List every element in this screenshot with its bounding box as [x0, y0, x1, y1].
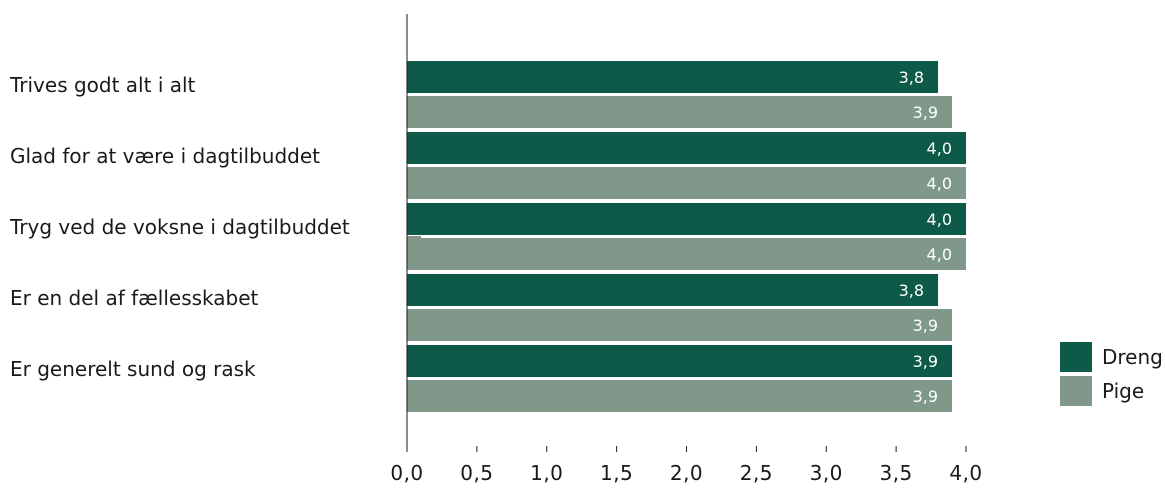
bar-value-label: 3,9 — [913, 316, 938, 335]
category-labels: Trives godt alt i alt Glad for at være i … — [9, 73, 350, 381]
bar-dreng-4 — [407, 345, 953, 377]
legend: Dreng Pige — [1060, 342, 1163, 406]
x-tick-label: 3,0 — [810, 461, 843, 485]
bar-value-label: 3,9 — [913, 103, 938, 122]
x-axis-ticks: 0,0 0,5 1,0 1,5 2,0 2,5 3,0 3,5 4,0 — [390, 446, 982, 485]
x-tick-label: 1,5 — [600, 461, 633, 485]
x-tick-label: 3,5 — [879, 461, 912, 485]
bar-value-label: 3,8 — [899, 68, 924, 87]
bar-pige-2 — [407, 238, 966, 270]
category-label: Er generelt sund og rask — [10, 357, 256, 381]
legend-label: Pige — [1102, 379, 1144, 403]
x-tick-label: 0,0 — [390, 461, 423, 485]
bar-value-label: 4,0 — [927, 139, 952, 158]
category-label: Glad for at være i dagtilbuddet — [10, 144, 320, 168]
category-label: Tryg ved de voksne i dagtilbuddet — [9, 215, 350, 239]
bar-value-label: 3,8 — [899, 281, 924, 300]
legend-swatch-dreng — [1060, 342, 1092, 372]
legend-swatch-pige — [1060, 376, 1092, 406]
bar-pige-1 — [407, 167, 966, 199]
x-tick-label: 2,5 — [740, 461, 773, 485]
x-tick-label: 1,0 — [530, 461, 563, 485]
bar-value-labels: 3,83,94,04,04,04,03,83,93,93,9 — [899, 68, 952, 406]
bar-dreng-0 — [407, 61, 939, 93]
x-tick-label: 0,5 — [460, 461, 493, 485]
x-tick-label: 2,0 — [670, 461, 703, 485]
bar-pige-0 — [407, 96, 953, 128]
bar-value-label: 4,0 — [927, 210, 952, 229]
bar-pige-3 — [407, 309, 953, 341]
category-label: Trives godt alt i alt — [9, 73, 196, 97]
x-tick-label: 4,0 — [949, 461, 982, 485]
bar-dreng-1 — [407, 132, 966, 164]
bar-value-label: 3,9 — [913, 352, 938, 371]
bar-value-label: 4,0 — [927, 245, 952, 264]
bar-dreng-2 — [407, 203, 966, 235]
bar-value-label: 4,0 — [927, 174, 952, 193]
bars — [407, 61, 966, 412]
bar-value-label: 3,9 — [913, 387, 938, 406]
category-label: Er en del af fællesskabet — [10, 286, 259, 310]
bar-dreng-3 — [407, 274, 939, 306]
legend-label: Dreng — [1102, 345, 1163, 369]
bar-pige-4 — [407, 380, 953, 412]
